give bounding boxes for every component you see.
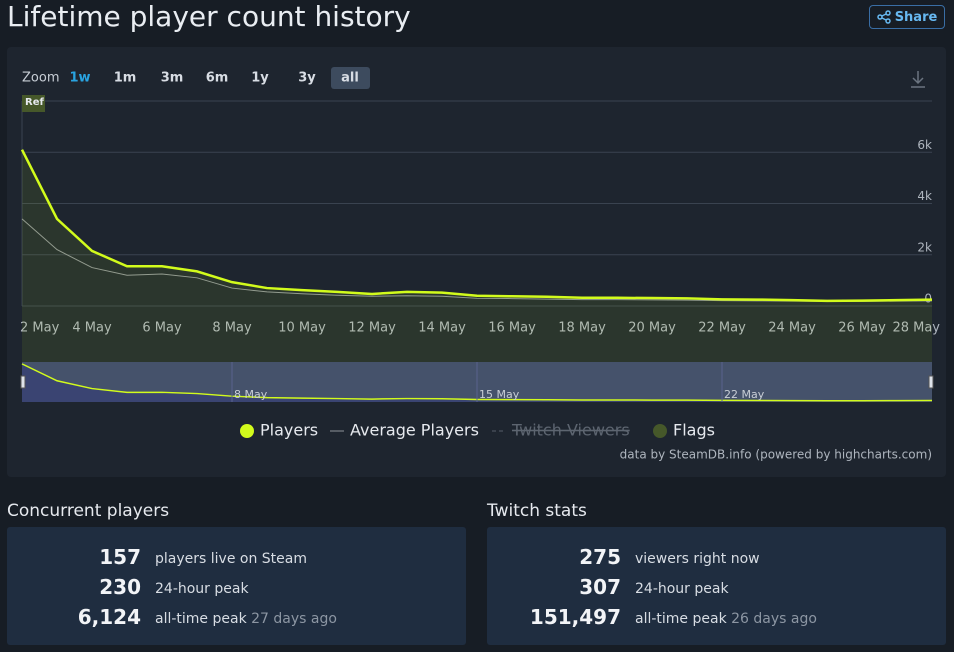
stat-value: 230 bbox=[99, 575, 141, 599]
legend-label: Twitch Viewers bbox=[511, 421, 630, 440]
series-area bbox=[22, 149, 932, 306]
stat-value: 151,497 bbox=[529, 605, 621, 629]
zoom-button[interactable]: 3m bbox=[161, 71, 184, 86]
navigator-label: 15 May bbox=[479, 388, 520, 401]
x-tick-label: 6 May bbox=[142, 321, 182, 336]
x-tick-label: 22 May bbox=[698, 321, 746, 336]
section-title: Concurrent players bbox=[7, 501, 170, 521]
legend-item[interactable]: Players bbox=[240, 421, 318, 440]
legend-item[interactable]: Twitch Viewers bbox=[492, 421, 630, 440]
flag-box bbox=[22, 95, 45, 112]
stat-label: 24-hour peak bbox=[635, 581, 729, 597]
stat-label: 24-hour peak bbox=[155, 581, 249, 597]
section-title: Twitch stats bbox=[487, 501, 587, 521]
flag-label: Ref bbox=[25, 97, 44, 108]
x-tick-label: 12 May bbox=[348, 321, 396, 336]
x-tick-label: 16 May bbox=[488, 321, 536, 336]
x-tick-label: 18 May bbox=[558, 321, 606, 336]
share-label: Share bbox=[894, 9, 938, 25]
zoom-button[interactable]: 3y bbox=[298, 71, 316, 86]
zoom-label: Zoom bbox=[22, 71, 59, 86]
x-tick-label: 26 May bbox=[838, 321, 886, 336]
stat-value: 307 bbox=[579, 575, 621, 599]
stats-card: 275 viewers right now 307 24-hour peak 151,4… bbox=[487, 527, 946, 645]
zoom-active-bg bbox=[331, 67, 370, 89]
stat-text: 24-hour peak bbox=[155, 581, 249, 597]
stat-label: players live on Steam bbox=[155, 551, 307, 567]
stat-text: viewers right now bbox=[635, 551, 760, 567]
stat-row: 6,124 all-time peak 27 days ago bbox=[7, 603, 466, 633]
zoom-button[interactable]: 1m bbox=[114, 71, 137, 86]
legend-label: Average Players bbox=[350, 421, 479, 440]
chart-panel: Zoom 1w 1m 3m 6m 1y 3y all 0 2k 4k 6k Ref 2 May 4 May 6… bbox=[7, 47, 946, 477]
navigator-handle[interactable] bbox=[20, 375, 26, 389]
zoom-button[interactable]: all bbox=[341, 71, 359, 86]
navigator-label: 8 May bbox=[234, 388, 268, 401]
x-tick-label: 8 May bbox=[212, 321, 252, 336]
stat-row: 230 24-hour peak bbox=[7, 573, 466, 603]
x-tick-label: 2 May bbox=[20, 321, 60, 336]
stat-text: all-time peak bbox=[155, 611, 247, 627]
stat-label: all-time peak 26 days ago bbox=[635, 611, 817, 627]
credit: data by SteamDB.info (powered by highcha… bbox=[620, 448, 932, 462]
legend-item[interactable]: Flags bbox=[653, 421, 715, 440]
share-icon bbox=[876, 10, 891, 24]
stat-row: 151,497 all-time peak 26 days ago bbox=[487, 603, 946, 633]
download-icon[interactable] bbox=[911, 71, 925, 88]
y-tick-label: 2k bbox=[917, 240, 932, 254]
y-tick-label: 6k bbox=[917, 138, 932, 152]
stat-ago: 27 days ago bbox=[251, 611, 337, 627]
zoom-button[interactable]: 6m bbox=[206, 71, 229, 86]
stat-ago: 26 days ago bbox=[731, 611, 817, 627]
stat-value: 6,124 bbox=[77, 605, 141, 629]
stat-label: all-time peak 27 days ago bbox=[155, 611, 337, 627]
stat-row: 157 players live on Steam bbox=[7, 543, 466, 573]
stat-text: 24-hour peak bbox=[635, 581, 729, 597]
stat-label: viewers right now bbox=[635, 551, 760, 567]
share-button[interactable]: Share bbox=[869, 5, 945, 29]
series-line bbox=[20, 149, 933, 303]
zoom-button[interactable]: 1w bbox=[69, 71, 90, 86]
stat-value: 157 bbox=[99, 545, 141, 569]
y-tick-label: 4k bbox=[917, 189, 932, 203]
x-tick-label: 28 May bbox=[892, 321, 940, 336]
legend-label: Players bbox=[260, 421, 318, 440]
stat-text: all-time peak bbox=[635, 611, 727, 627]
x-tick-label: 4 May bbox=[72, 321, 112, 336]
series-area bbox=[22, 306, 932, 401]
stat-row: 307 24-hour peak bbox=[487, 573, 946, 603]
legend-symbol bbox=[653, 424, 667, 438]
page-title: Lifetime player count history bbox=[7, 0, 411, 33]
legend-label: Flags bbox=[673, 421, 715, 440]
navigator-label: 22 May bbox=[724, 388, 765, 401]
stats-card: 157 players live on Steam 230 24-hour peak 6… bbox=[7, 527, 466, 645]
navigator-handle[interactable] bbox=[928, 375, 934, 389]
x-tick-label: 24 May bbox=[768, 321, 816, 336]
x-tick-label: 20 May bbox=[628, 321, 676, 336]
x-tick-label: 14 May bbox=[418, 321, 466, 336]
x-tick-label: 10 May bbox=[278, 321, 326, 336]
stat-row: 275 viewers right now bbox=[487, 543, 946, 573]
legend-symbol bbox=[240, 424, 254, 438]
zoom-button[interactable]: 1y bbox=[251, 71, 269, 86]
stat-value: 275 bbox=[579, 545, 621, 569]
stat-text: players live on Steam bbox=[155, 551, 307, 567]
legend-item[interactable]: Average Players bbox=[330, 421, 479, 440]
